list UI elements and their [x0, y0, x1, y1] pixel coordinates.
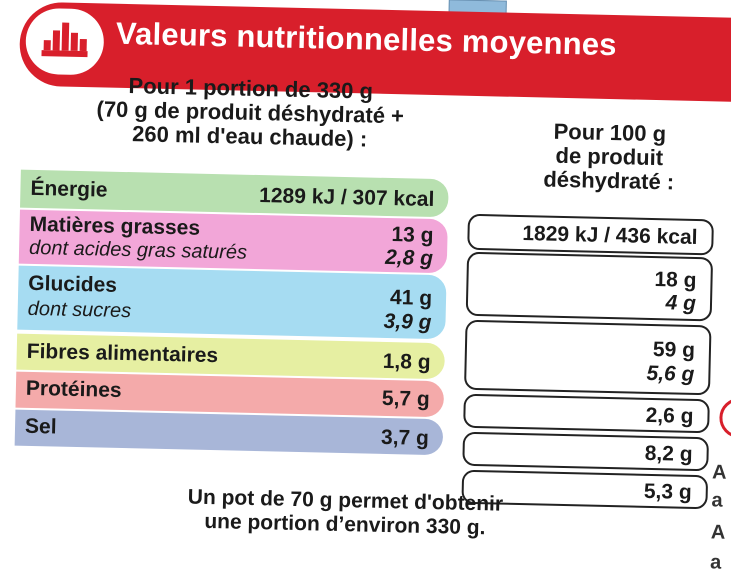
portion-header: Pour 1 portion de 330 g (70 g de produit…: [39, 72, 461, 154]
matieres-grasses-portion-value: 13 g: [391, 223, 434, 248]
matieres-grasses-per100-value: 18 g: [654, 268, 697, 292]
edge-text-3: A: [710, 521, 726, 544]
glucides-label: Glucides: [28, 271, 118, 297]
cell-proteines: 8,2 g: [462, 431, 709, 472]
row-glucides: Glucides dont sucres 41 g 3,9 g: [17, 265, 447, 340]
glucides-portion-value: 41 g: [389, 286, 433, 310]
cell-matieres-grasses: 18 g 4 g: [465, 251, 714, 322]
sel-per100-value: 5,3 g: [643, 479, 692, 504]
banner-title: Valeurs nutritionnelles moyennes: [115, 15, 618, 63]
sucres-portion-value: 3,9 g: [383, 309, 432, 334]
energie-per100-value: 1829 kJ / 436 kcal: [522, 222, 698, 249]
fibres-label: Fibres alimentaires: [26, 339, 219, 368]
fibres-portion-value: 1,8 g: [382, 349, 431, 374]
proteines-per100-value: 8,2 g: [644, 441, 693, 466]
bar-chart-icon: [41, 22, 88, 58]
proteines-label: Protéines: [25, 376, 122, 402]
cell-energie: 1829 kJ / 436 kcal: [467, 213, 714, 256]
glucides-per100-value: 59 g: [652, 338, 696, 362]
acides-gras-satures-portion-value: 2,8 g: [384, 245, 434, 271]
acides-gras-satures-label: dont acides gras saturés: [28, 236, 248, 264]
sel-label: Sel: [24, 414, 57, 439]
edge-text-4: a: [709, 551, 722, 574]
acides-gras-satures-per100-value: 4 g: [665, 291, 697, 315]
energie-label: Énergie: [30, 176, 108, 202]
row-matieres-grasses: Matières grasses dont acides gras saturé…: [18, 209, 448, 274]
energie-portion-value: 1289 kJ / 307 kcal: [258, 184, 435, 212]
logo-badge: [25, 7, 105, 76]
fibres-per100-value: 2,6 g: [645, 403, 694, 428]
edge-red-circle: [718, 397, 731, 439]
footer-note: Un pot de 70 g permet d'obtenir une port…: [135, 484, 556, 542]
cell-fibres: 2,6 g: [463, 393, 710, 434]
cell-glucides: 59 g 5,6 g: [464, 319, 712, 396]
edge-text-1: A: [711, 461, 727, 484]
per100-header-line3: déshydraté :: [543, 166, 675, 195]
sucres-label: dont sucres: [27, 297, 132, 323]
per100-header: Pour 100 g de produit déshydraté :: [509, 119, 711, 196]
proteines-portion-value: 5,7 g: [381, 386, 431, 411]
row-sel: Sel 3,7 g: [14, 409, 444, 456]
title-banner: Valeurs nutritionnelles moyennes: [18, 1, 731, 103]
sucres-per100-value: 5,6 g: [646, 361, 695, 386]
sel-portion-value: 3,7 g: [380, 425, 430, 450]
edge-text-2: a: [711, 489, 723, 512]
